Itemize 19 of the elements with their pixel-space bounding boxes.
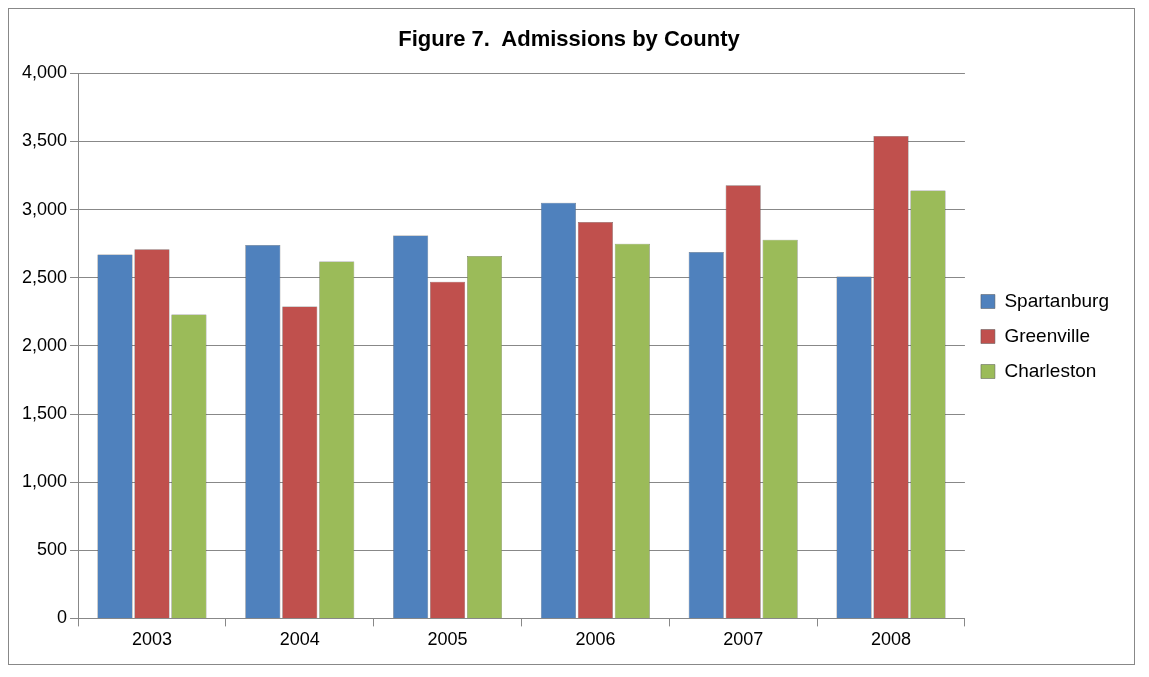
x-tick-label: 2008: [871, 629, 912, 650]
y-tick-label: 2,500: [22, 266, 68, 287]
x-tick-label: 2004: [279, 629, 320, 650]
x-tick-label: 2005: [427, 629, 468, 650]
x-tick-label: 2007: [723, 629, 764, 650]
y-tick-label: 3,500: [22, 130, 68, 151]
y-tick-label: 1,500: [22, 402, 68, 423]
y-tick-label: 2,000: [22, 334, 68, 355]
y-tick-label: 500: [37, 539, 68, 560]
legend-label: Spartanburg: [1004, 289, 1109, 311]
x-tick-label: 2006: [575, 629, 616, 650]
y-tick-label: 0: [57, 607, 68, 628]
y-tick-label: 1,000: [22, 471, 68, 492]
y-tick-label: 4,000: [22, 62, 68, 83]
legend-label: Greenville: [1004, 324, 1090, 346]
y-tick-label: 3,000: [22, 198, 68, 219]
legend-label: Charleston: [1004, 359, 1097, 381]
chart-title: Figure 7. Admissions by County: [398, 26, 741, 52]
x-tick-label: 2003: [131, 629, 172, 650]
